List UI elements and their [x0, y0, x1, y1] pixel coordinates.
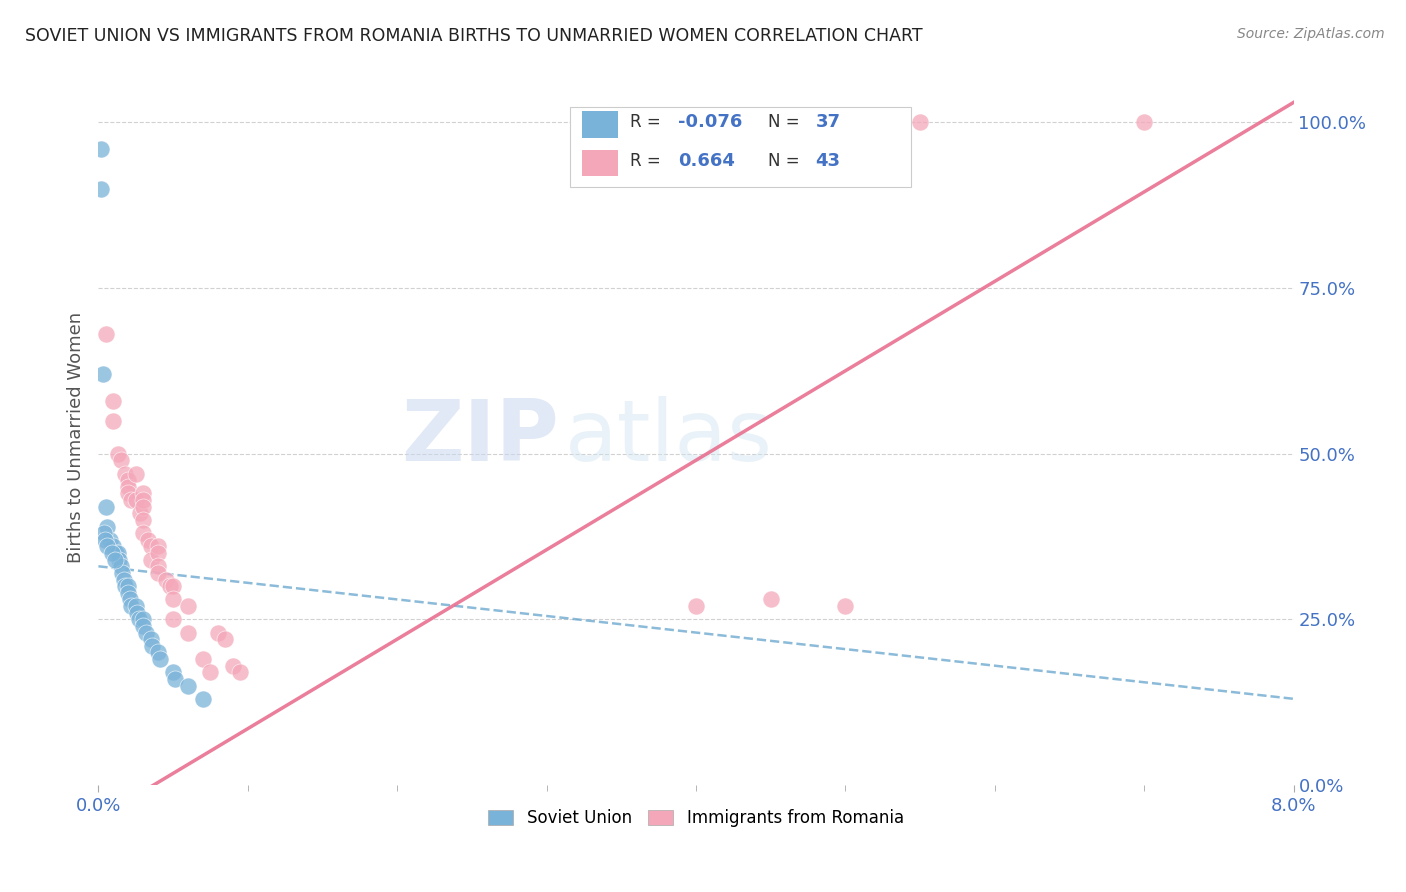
Point — [141, 639, 163, 653]
Point — [117, 473, 139, 487]
Text: -0.076: -0.076 — [678, 113, 742, 131]
Point — [117, 480, 139, 494]
Point — [162, 592, 184, 607]
Point — [112, 573, 135, 587]
Point — [90, 181, 112, 195]
Point — [685, 599, 707, 613]
Point — [200, 665, 222, 680]
Point — [1133, 115, 1156, 129]
Point — [94, 533, 117, 547]
Text: atlas: atlas — [565, 395, 772, 479]
Point — [117, 486, 139, 500]
Point — [127, 606, 149, 620]
Point — [90, 142, 112, 156]
Point — [125, 467, 148, 481]
Point — [118, 592, 141, 607]
Text: R =: R = — [630, 113, 666, 131]
Text: ZIP: ZIP — [401, 395, 558, 479]
Point — [139, 632, 162, 647]
Point — [132, 493, 155, 508]
Text: Source: ZipAtlas.com: Source: ZipAtlas.com — [1237, 27, 1385, 41]
Point — [94, 327, 117, 342]
Point — [162, 665, 184, 680]
Point — [101, 546, 124, 560]
Point — [104, 552, 127, 566]
Point — [107, 546, 129, 560]
Point — [120, 493, 142, 508]
Point — [117, 586, 139, 600]
Point — [125, 493, 148, 508]
Point — [93, 526, 115, 541]
Point — [110, 559, 132, 574]
Point — [132, 526, 155, 541]
Point — [120, 599, 142, 613]
Point — [222, 658, 245, 673]
Point — [207, 625, 229, 640]
Point — [136, 533, 159, 547]
Point — [162, 612, 184, 626]
Point — [132, 500, 155, 514]
Point — [96, 519, 118, 533]
Point — [148, 540, 170, 554]
Point — [139, 540, 162, 554]
Point — [148, 546, 170, 560]
Point — [908, 115, 931, 129]
Point — [834, 599, 856, 613]
Y-axis label: Births to Unmarried Women: Births to Unmarried Women — [66, 311, 84, 563]
Point — [177, 625, 200, 640]
FancyBboxPatch shape — [582, 150, 619, 177]
Point — [191, 652, 214, 666]
Point — [125, 599, 148, 613]
Text: N =: N = — [768, 152, 804, 169]
Text: SOVIET UNION VS IMMIGRANTS FROM ROMANIA BIRTHS TO UNMARRIED WOMEN CORRELATION CH: SOVIET UNION VS IMMIGRANTS FROM ROMANIA … — [25, 27, 922, 45]
Point — [111, 566, 134, 580]
Point — [148, 559, 170, 574]
Point — [139, 552, 162, 566]
Point — [132, 486, 155, 500]
Point — [759, 592, 782, 607]
Point — [132, 612, 155, 626]
Point — [128, 612, 150, 626]
Text: 0.664: 0.664 — [678, 152, 735, 169]
Point — [103, 393, 125, 408]
Text: N =: N = — [768, 113, 804, 131]
Point — [149, 652, 172, 666]
Text: 37: 37 — [815, 113, 841, 131]
Point — [117, 579, 139, 593]
Point — [177, 599, 200, 613]
Point — [105, 546, 128, 560]
Point — [132, 513, 155, 527]
Point — [214, 632, 236, 647]
FancyBboxPatch shape — [582, 112, 619, 138]
Point — [96, 540, 118, 554]
Point — [135, 625, 157, 640]
Point — [110, 453, 132, 467]
Point — [155, 573, 177, 587]
Point — [103, 540, 125, 554]
Point — [177, 679, 200, 693]
Point — [129, 506, 152, 520]
Legend: Soviet Union, Immigrants from Romania: Soviet Union, Immigrants from Romania — [479, 801, 912, 836]
Point — [229, 665, 252, 680]
Point — [94, 500, 117, 514]
Point — [191, 691, 214, 706]
Point — [114, 467, 136, 481]
Point — [132, 619, 155, 633]
Point — [114, 579, 136, 593]
Point — [159, 579, 181, 593]
Point — [91, 367, 114, 381]
Point — [148, 566, 170, 580]
Point — [103, 413, 125, 427]
Point — [98, 533, 122, 547]
Point — [107, 447, 129, 461]
Point — [148, 645, 170, 659]
Point — [162, 579, 184, 593]
Text: R =: R = — [630, 152, 666, 169]
Point — [163, 672, 186, 686]
Point — [108, 552, 131, 566]
Text: 43: 43 — [815, 152, 841, 169]
FancyBboxPatch shape — [571, 106, 911, 186]
